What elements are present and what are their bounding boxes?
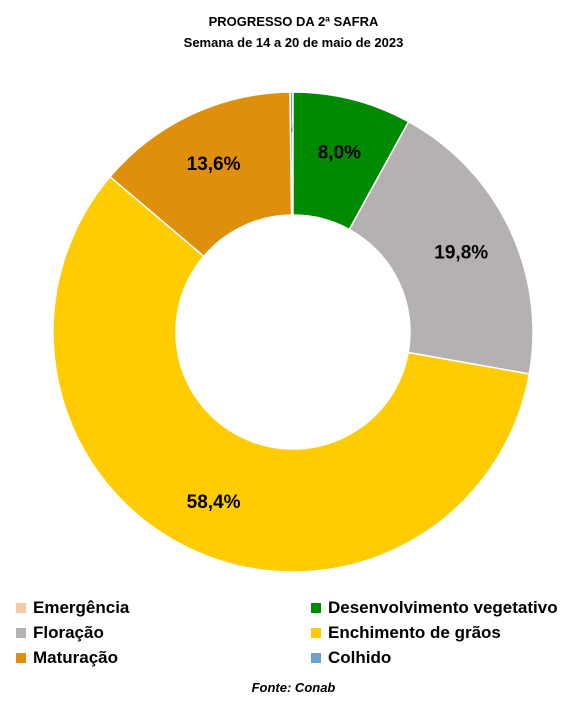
legend-swatch xyxy=(16,653,26,663)
legend-label: Enchimento de grãos xyxy=(328,623,501,642)
data-label: 19,8% xyxy=(434,243,488,264)
donut-slice xyxy=(108,91,293,258)
legend-swatch xyxy=(16,603,26,613)
legend-item-floracao: Floração xyxy=(16,623,104,643)
legend-swatch xyxy=(16,628,26,638)
legend-item-desenvolvimento: Desenvolvimento vegetativo xyxy=(311,598,558,618)
chart-subtitle: Semana de 14 a 20 de maio de 2023 xyxy=(183,35,404,50)
legend-swatch xyxy=(311,653,321,663)
donut-slice xyxy=(52,175,531,573)
donut-slice xyxy=(348,120,534,375)
legend-item-maturacao: Maturação xyxy=(16,648,118,668)
donut-chart: 0,2%8,0%19,8%58,4%13,6% xyxy=(52,91,534,573)
legend-label: Desenvolvimento vegetativo xyxy=(328,598,558,617)
data-label: 8,0% xyxy=(318,142,361,163)
legend-item-emergencia: Emergência xyxy=(16,598,129,618)
data-label: 13,6% xyxy=(187,154,241,175)
legend: Emergência Desenvolvimento vegetativo Fl… xyxy=(0,598,587,678)
legend-item-colhido: Colhido xyxy=(311,648,391,668)
legend-item-enchimento: Enchimento de grãos xyxy=(311,623,501,643)
legend-swatch xyxy=(311,603,321,613)
legend-swatch xyxy=(311,628,321,638)
legend-label: Floração xyxy=(33,623,104,642)
data-label: 58,4% xyxy=(187,492,241,513)
legend-label: Emergência xyxy=(33,598,130,617)
chart-title: PROGRESSO DA 2ª SAFRA xyxy=(208,14,379,29)
source-note: Fonte: Conab xyxy=(251,680,336,695)
legend-label: Maturação xyxy=(33,648,119,667)
legend-label: Colhido xyxy=(328,648,392,667)
